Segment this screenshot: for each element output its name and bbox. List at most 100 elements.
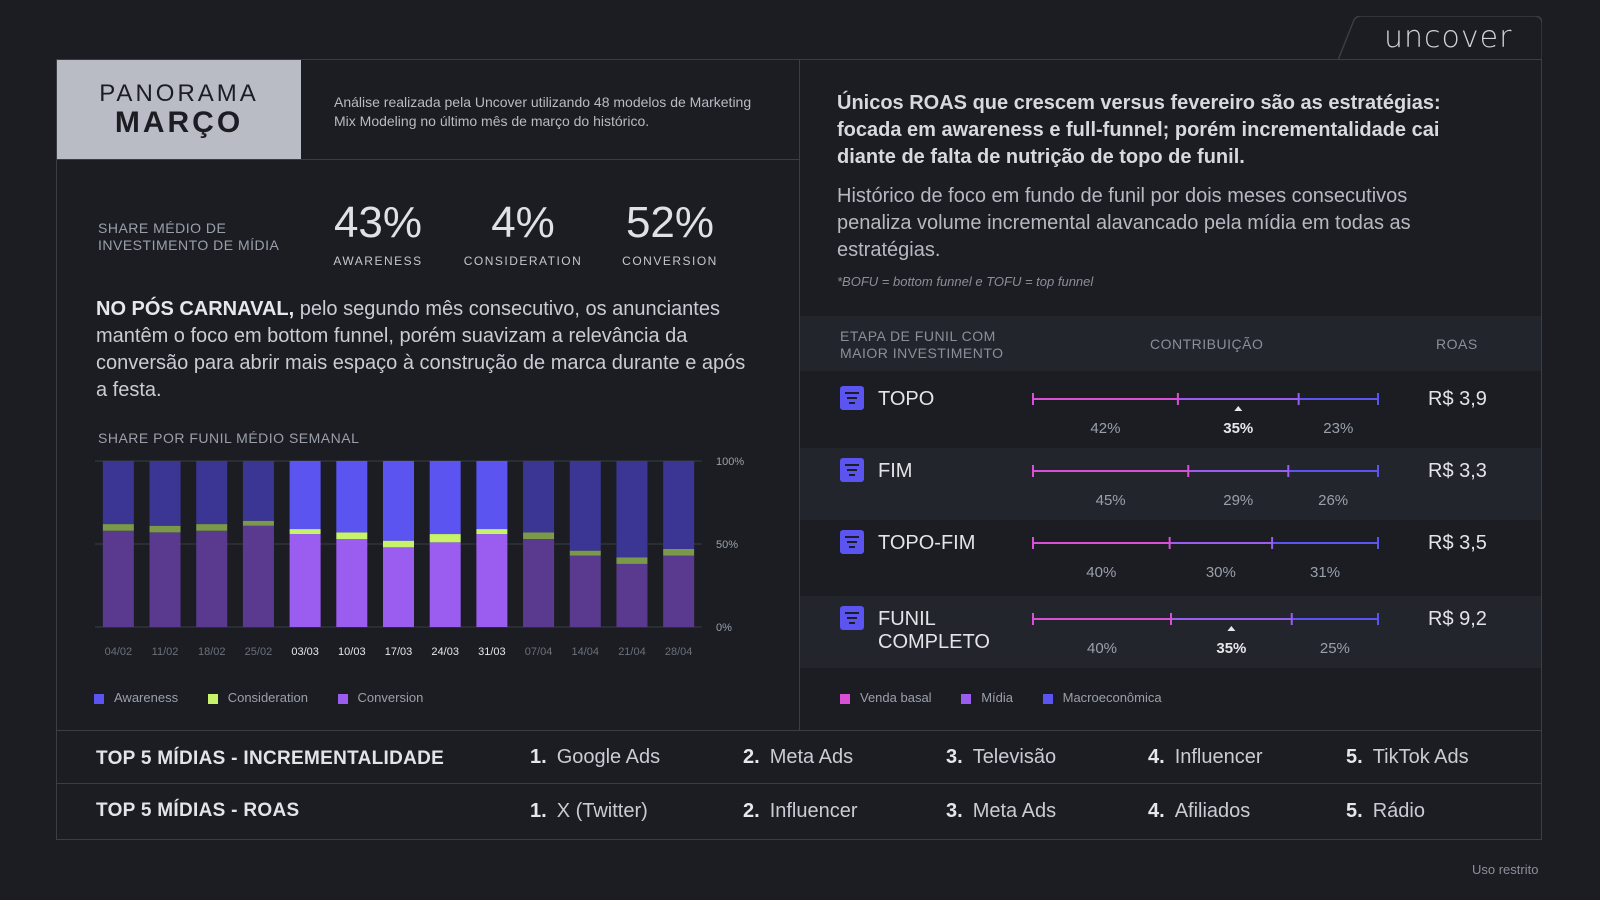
table-row-bg <box>800 448 1541 520</box>
table-col-stage: ETAPA DE FUNIL COM MAIOR INVESTIMENTO <box>840 328 1004 362</box>
contribution-pct: 31% <box>1310 564 1341 581</box>
funnel-stage-line1: FUNIL <box>878 608 936 630</box>
x-tick-label: 04/02 <box>105 646 133 658</box>
top5-rank: 4. <box>1148 800 1165 822</box>
x-tick-label: 10/03 <box>338 646 366 658</box>
x-tick-label: 14/04 <box>572 646 600 658</box>
bar-conversion <box>336 539 368 627</box>
page-title-line2: MARÇO <box>114 106 244 139</box>
bar-awareness <box>289 461 321 530</box>
contribution-pct: 35% <box>1216 640 1247 657</box>
legend-macro: Macroeconômica <box>1042 690 1162 705</box>
x-tick-label: 17/03 <box>385 646 413 658</box>
top5-media-name: Afiliados <box>1174 800 1251 822</box>
y-tick-label: 100% <box>716 456 744 468</box>
bar-conversion <box>242 525 274 627</box>
right-paragraph: Histórico de foco em fundo de funil por … <box>837 185 1411 261</box>
highlight-marker-icon <box>1227 626 1236 631</box>
legend-swatch-conversion <box>337 693 348 704</box>
top5-rank: 4. <box>1148 746 1165 768</box>
funnel-stage-name: FIM <box>878 460 912 483</box>
share-awareness: 43% AWARENESS <box>318 198 438 268</box>
bar-awareness <box>476 461 508 530</box>
filter-icon <box>840 530 864 554</box>
share-caption: CONSIDERATION <box>463 254 583 268</box>
stacked-bar-chart: 100% 50% 0% 04/02 11/02 18/02 25/02 03/03 10/03 1… <box>95 456 744 658</box>
top5-divider <box>56 730 1542 731</box>
bar-conversion <box>102 530 134 627</box>
legend-conversion: Conversion <box>337 690 423 705</box>
bar-awareness <box>523 461 555 533</box>
legend-label: Mídia <box>981 690 1013 705</box>
share-label-line2: INVESTIMENTO DE MÍDIA <box>98 237 280 253</box>
top5-rank: 3. <box>946 800 963 822</box>
x-tick-label: 21/04 <box>618 646 646 658</box>
top5-rank: 5. <box>1346 800 1363 822</box>
top5-item: 5. Rádio <box>1346 800 1425 823</box>
bar-conversion <box>616 563 648 627</box>
funnel-stage-name: TOPO-FIM <box>878 532 975 555</box>
share-value: 43% <box>333 198 423 247</box>
top5-media-name: Google Ads <box>556 746 661 768</box>
page-title-line1: PANORAMA <box>99 80 259 107</box>
top5-rank: 2. <box>743 800 760 822</box>
bar-awareness <box>242 461 274 521</box>
top5-media-name: Rádio <box>1372 800 1425 822</box>
bar-conversion <box>196 530 228 627</box>
contribution-line <box>1032 613 1379 631</box>
contribution-line <box>1032 393 1379 411</box>
contribution-legend: Venda basal Mídia Macroeconômica <box>840 690 1162 705</box>
contribution-pct: 23% <box>1323 420 1354 437</box>
x-tick-label: 11/02 <box>152 646 179 658</box>
chart-title: SHARE POR FUNIL MÉDIO SEMANAL <box>98 430 360 446</box>
roas-value: R$ 9,2 <box>1428 608 1487 630</box>
summary-text: NO PÓS CARNAVAL, pelo segundo mês consec… <box>96 296 756 404</box>
share-value: 4% <box>491 198 555 247</box>
x-tick-label: 03/03 <box>291 646 319 658</box>
bar-consideration <box>663 548 695 556</box>
top5-item: 1. Google Ads <box>530 746 660 769</box>
top5-item: 4. Influencer <box>1148 746 1263 769</box>
bar-awareness <box>336 461 368 533</box>
contribution-pct: 42% <box>1090 420 1121 437</box>
share-conversion: 52% CONVERSION <box>610 198 730 268</box>
top5-rank: 1. <box>530 746 547 768</box>
highlight-marker-icon <box>1234 406 1243 411</box>
legend-swatch-basal <box>840 693 850 704</box>
table-col-stage-line2: MAIOR INVESTIMENTO <box>840 345 1004 361</box>
y-tick-label: 0% <box>716 622 732 634</box>
bar-consideration <box>336 532 368 540</box>
intro-text: Análise realizada pela Uncover utilizand… <box>334 94 752 129</box>
table-col-contribution: CONTRIBUIÇÃO <box>1150 336 1264 352</box>
top5-media-name: Televisão <box>972 746 1057 768</box>
y-tick-label: 50% <box>716 539 738 551</box>
share-caption: CONVERSION <box>622 254 718 268</box>
top5-item: 4. Afiliados <box>1148 800 1250 823</box>
bar-consideration <box>523 532 555 540</box>
table-col-stage-line1: ETAPA DE FUNIL COM <box>840 328 996 344</box>
top5-item: 2. Meta Ads <box>743 746 853 769</box>
legend-swatch-midia <box>961 693 972 704</box>
top5-item: 5. TikTok Ads <box>1346 746 1469 769</box>
bar-awareness <box>383 461 414 541</box>
top5-item: 3. Meta Ads <box>946 800 1056 823</box>
filter-icon <box>840 386 864 410</box>
legend-awareness: Awareness <box>94 690 178 705</box>
roas-value: R$ 3,9 <box>1428 388 1487 410</box>
contribution-line <box>1032 537 1379 549</box>
legend-label: Macroeconômica <box>1062 690 1162 705</box>
bar-consideration <box>476 529 508 535</box>
legend-venda-basal: Venda basal <box>840 690 932 705</box>
legend-swatch-macro <box>1042 693 1053 704</box>
bar-conversion <box>663 555 695 627</box>
table-row-bg <box>800 596 1541 668</box>
top5-rank: 3. <box>946 746 963 768</box>
bar-conversion <box>149 532 181 627</box>
logo-tab <box>1338 16 1542 60</box>
bar-conversion <box>289 534 321 627</box>
contribution-line <box>1032 465 1379 477</box>
funnel-stage-line1: TOPO <box>878 388 935 410</box>
funnel-stage-name: TOPO <box>878 388 934 411</box>
share-value: 52% <box>625 198 715 247</box>
bar-consideration <box>429 534 461 543</box>
